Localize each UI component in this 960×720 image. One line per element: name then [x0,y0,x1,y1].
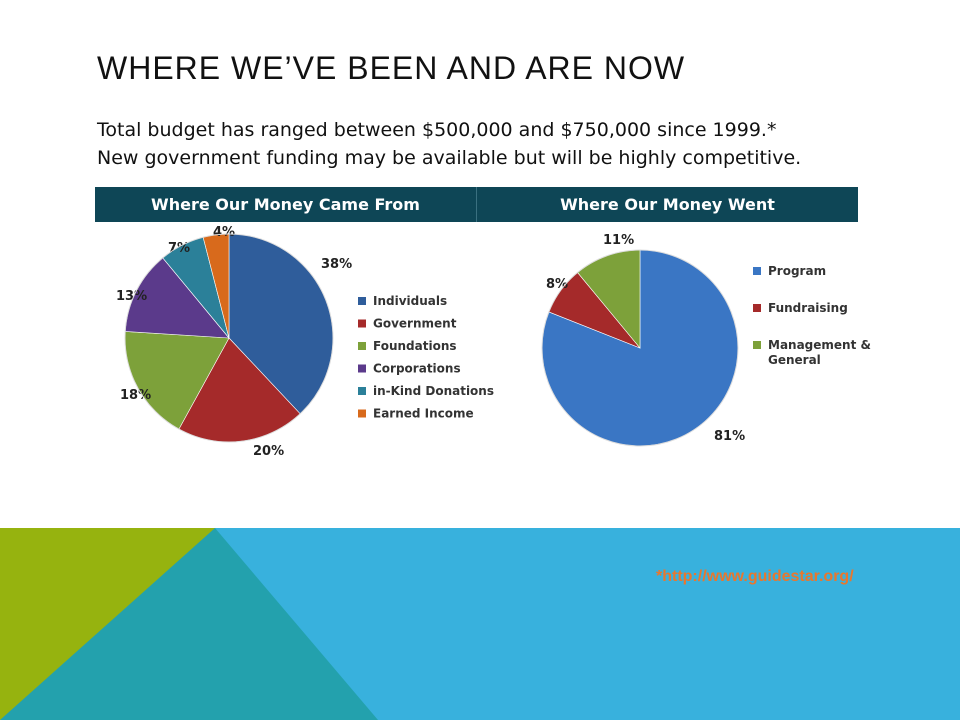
footer-green-triangle [0,528,215,720]
legend-swatch-individuals [358,297,366,305]
legend-label-management-general: Management & General [768,338,871,367]
legend-swatch-management-general [753,341,761,349]
slide-title: WHERE WE’VE BEEN AND ARE NOW [97,50,686,86]
footer-decoration [0,528,960,720]
legend-label-individuals: Individuals [373,294,447,308]
legend-label-foundations: Foundations [373,339,457,353]
legend-1: Individuals Government Foundations Corporat… [358,294,494,421]
legend-swatch-foundations [358,342,366,350]
header-money-went: Where Our Money Went [476,187,858,222]
subtitle-line-2: New government funding may be available … [97,147,802,169]
pie-rim [541,249,739,447]
data-label-earned-income: 4% [213,225,235,240]
data-label-in-kind-donations: 7% [168,241,190,256]
legend-swatch-in-kind-donations [358,387,366,395]
subtitle-line-1: Total budget has ranged between $500,000… [97,119,777,141]
data-label-program: 81% [714,429,745,444]
legend-swatch-government [358,319,366,328]
legend-swatch-program [753,267,761,275]
pie-rim [124,233,334,443]
pie-chart-2: 81%8%11% [541,233,745,447]
data-label-individuals: 38% [321,257,352,272]
subtitle-text: Total budget has ranged between $500,000… [97,116,801,172]
legend-label-fundraising: Fundraising [768,301,848,315]
data-label-management-general: 11% [603,233,634,248]
data-label-government: 20% [253,444,284,459]
data-label-foundations: 18% [120,388,151,403]
pie-chart-1: 38% 20% 18% 13% 7% 4% [116,225,352,459]
legend-label-corporations: Corporations [373,362,461,376]
legend-swatch-earned-income [358,409,366,418]
legend-2: Program Fundraising Management & General [753,264,871,367]
legend-label-earned-income: Earned Income [373,407,474,421]
legend-label-government: Government [373,317,457,331]
header-money-came-from: Where Our Money Came From [151,195,420,214]
legend-label-in-kind-donations: in-Kind Donations [373,384,494,398]
source-link[interactable]: *http://www.guidestar.org/ [656,568,854,585]
chart-header-bar: Where Our Money Came From Where Our Mone… [95,187,858,222]
data-label-corporations: 13% [116,289,147,304]
pie-charts-area: 38% 20% 18% 13% 7% 4% Individuals Government Fou… [116,225,871,459]
legend-swatch-fundraising [753,304,761,312]
legend-swatch-corporations [358,364,366,373]
legend-label-program: Program [768,264,826,278]
